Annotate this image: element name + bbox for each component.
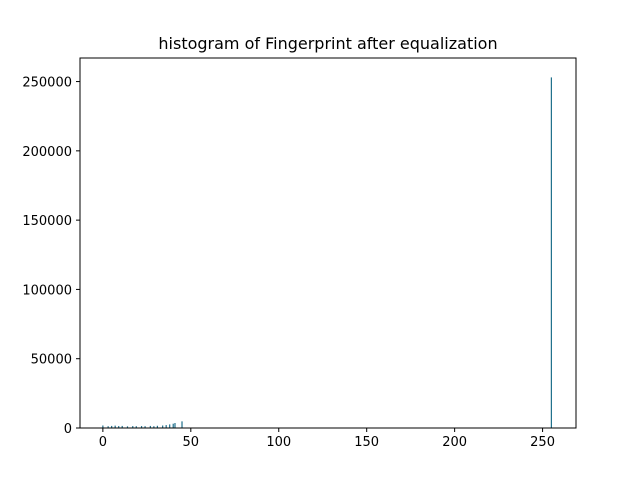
histogram-bar	[135, 426, 137, 428]
histogram-bar	[165, 425, 167, 428]
y-axis-ticks: 0 50000 100000 150000 200000 250000	[22, 76, 80, 437]
histogram-bar	[156, 425, 158, 428]
x-tick-label: 100	[266, 435, 291, 450]
y-tick-label: 50000	[31, 353, 72, 368]
histogram-bar	[132, 426, 134, 428]
x-tick-label: 250	[530, 435, 555, 450]
x-tick-label: 50	[183, 435, 200, 450]
x-tick-label: 0	[99, 435, 107, 450]
histogram-bar	[126, 426, 129, 428]
histogram-bar	[118, 426, 120, 428]
histogram-bar	[111, 425, 113, 428]
histogram-bar	[181, 421, 183, 428]
y-tick-label: 200000	[22, 145, 72, 160]
y-tick-label: 250000	[22, 76, 72, 91]
histogram-bar	[162, 425, 164, 428]
histogram-bar	[114, 425, 116, 428]
plot-frame	[79, 57, 577, 429]
histogram-bar	[169, 424, 171, 428]
histogram-bar	[121, 425, 123, 428]
histogram-bar	[550, 77, 552, 429]
y-tick-label: 0	[64, 422, 72, 437]
y-tick-label: 150000	[22, 214, 72, 229]
y-tick-label: 100000	[22, 283, 72, 298]
histogram-bar	[102, 425, 104, 428]
histogram-bar	[153, 426, 155, 428]
histogram-bar	[144, 426, 146, 428]
histogram-bar	[140, 426, 143, 428]
x-axis-ticks: 0 50 100 150 200 250	[99, 428, 555, 450]
histogram-bar	[149, 425, 151, 428]
x-tick-label: 150	[354, 435, 379, 450]
histogram-bar	[172, 423, 174, 428]
histogram-bar	[107, 426, 109, 428]
histogram-bar	[174, 423, 176, 428]
chart-title: histogram of Fingerprint after equalizat…	[158, 34, 497, 53]
bars-group	[102, 77, 552, 429]
x-tick-label: 200	[442, 435, 467, 450]
